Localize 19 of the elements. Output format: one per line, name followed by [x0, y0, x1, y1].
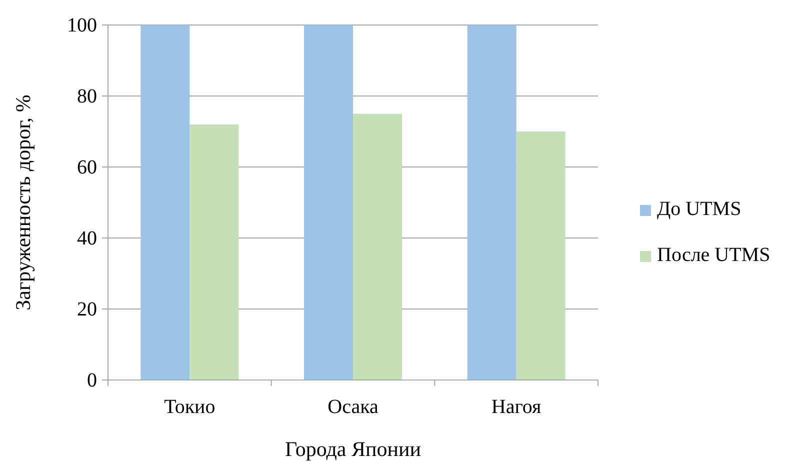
bar — [304, 25, 353, 380]
x-axis-title: Города Японии — [285, 437, 421, 461]
legend-label: До UTMS — [657, 198, 742, 220]
x-tick-label: Токио — [164, 396, 216, 418]
bar — [353, 114, 402, 380]
y-tick-label: 40 — [77, 227, 97, 250]
bar — [140, 25, 190, 380]
x-tick-label: Осака — [328, 396, 378, 418]
y-tick-label: 0 — [87, 369, 97, 392]
bar — [516, 132, 566, 380]
y-axis-title: Загруженность дорог, % — [11, 94, 35, 310]
x-tick-label: Нагоя — [491, 396, 542, 418]
legend-label: После UTMS — [657, 244, 770, 266]
y-tick-label: 20 — [77, 298, 97, 320]
y-tick-label: 60 — [77, 156, 97, 178]
y-tick-label: 80 — [77, 85, 97, 108]
y-tick-label: 100 — [67, 14, 97, 36]
bar — [190, 124, 239, 380]
bar — [467, 25, 516, 380]
